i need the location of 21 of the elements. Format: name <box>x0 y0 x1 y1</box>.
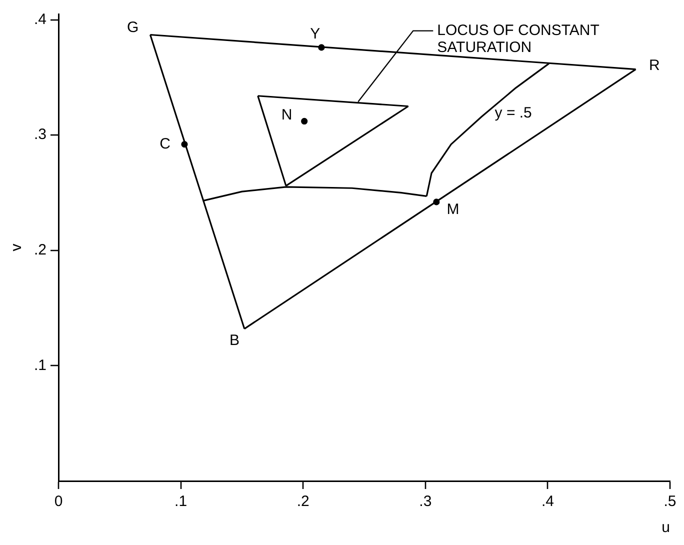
y-tick-label: .2 <box>34 242 47 259</box>
annotation: C <box>160 135 171 152</box>
annotation: B <box>229 332 240 349</box>
annotation: M <box>446 201 460 218</box>
x-tick-label: .1 <box>174 493 188 510</box>
y-tick-label: .3 <box>34 126 47 144</box>
x-tick-label: .5 <box>664 493 676 510</box>
y-tick-label: .1 <box>34 356 47 374</box>
annotation: N <box>281 106 292 124</box>
annotation: Y <box>310 25 320 42</box>
y-tick-label: .4 <box>34 10 47 28</box>
annotation: y = .5 <box>494 104 532 122</box>
x-tick-label: 0 <box>54 493 63 510</box>
annotation: LOCUS OF CONSTANT SATURATION <box>437 22 600 56</box>
y-axis-title: v <box>8 243 26 252</box>
annotation: R <box>649 56 660 74</box>
x-tick-label: .3 <box>419 493 432 510</box>
x-tick-label: .2 <box>296 493 310 510</box>
annotation: G <box>126 19 139 36</box>
x-tick-label: .4 <box>541 493 554 510</box>
x-axis-title: u <box>662 519 670 536</box>
